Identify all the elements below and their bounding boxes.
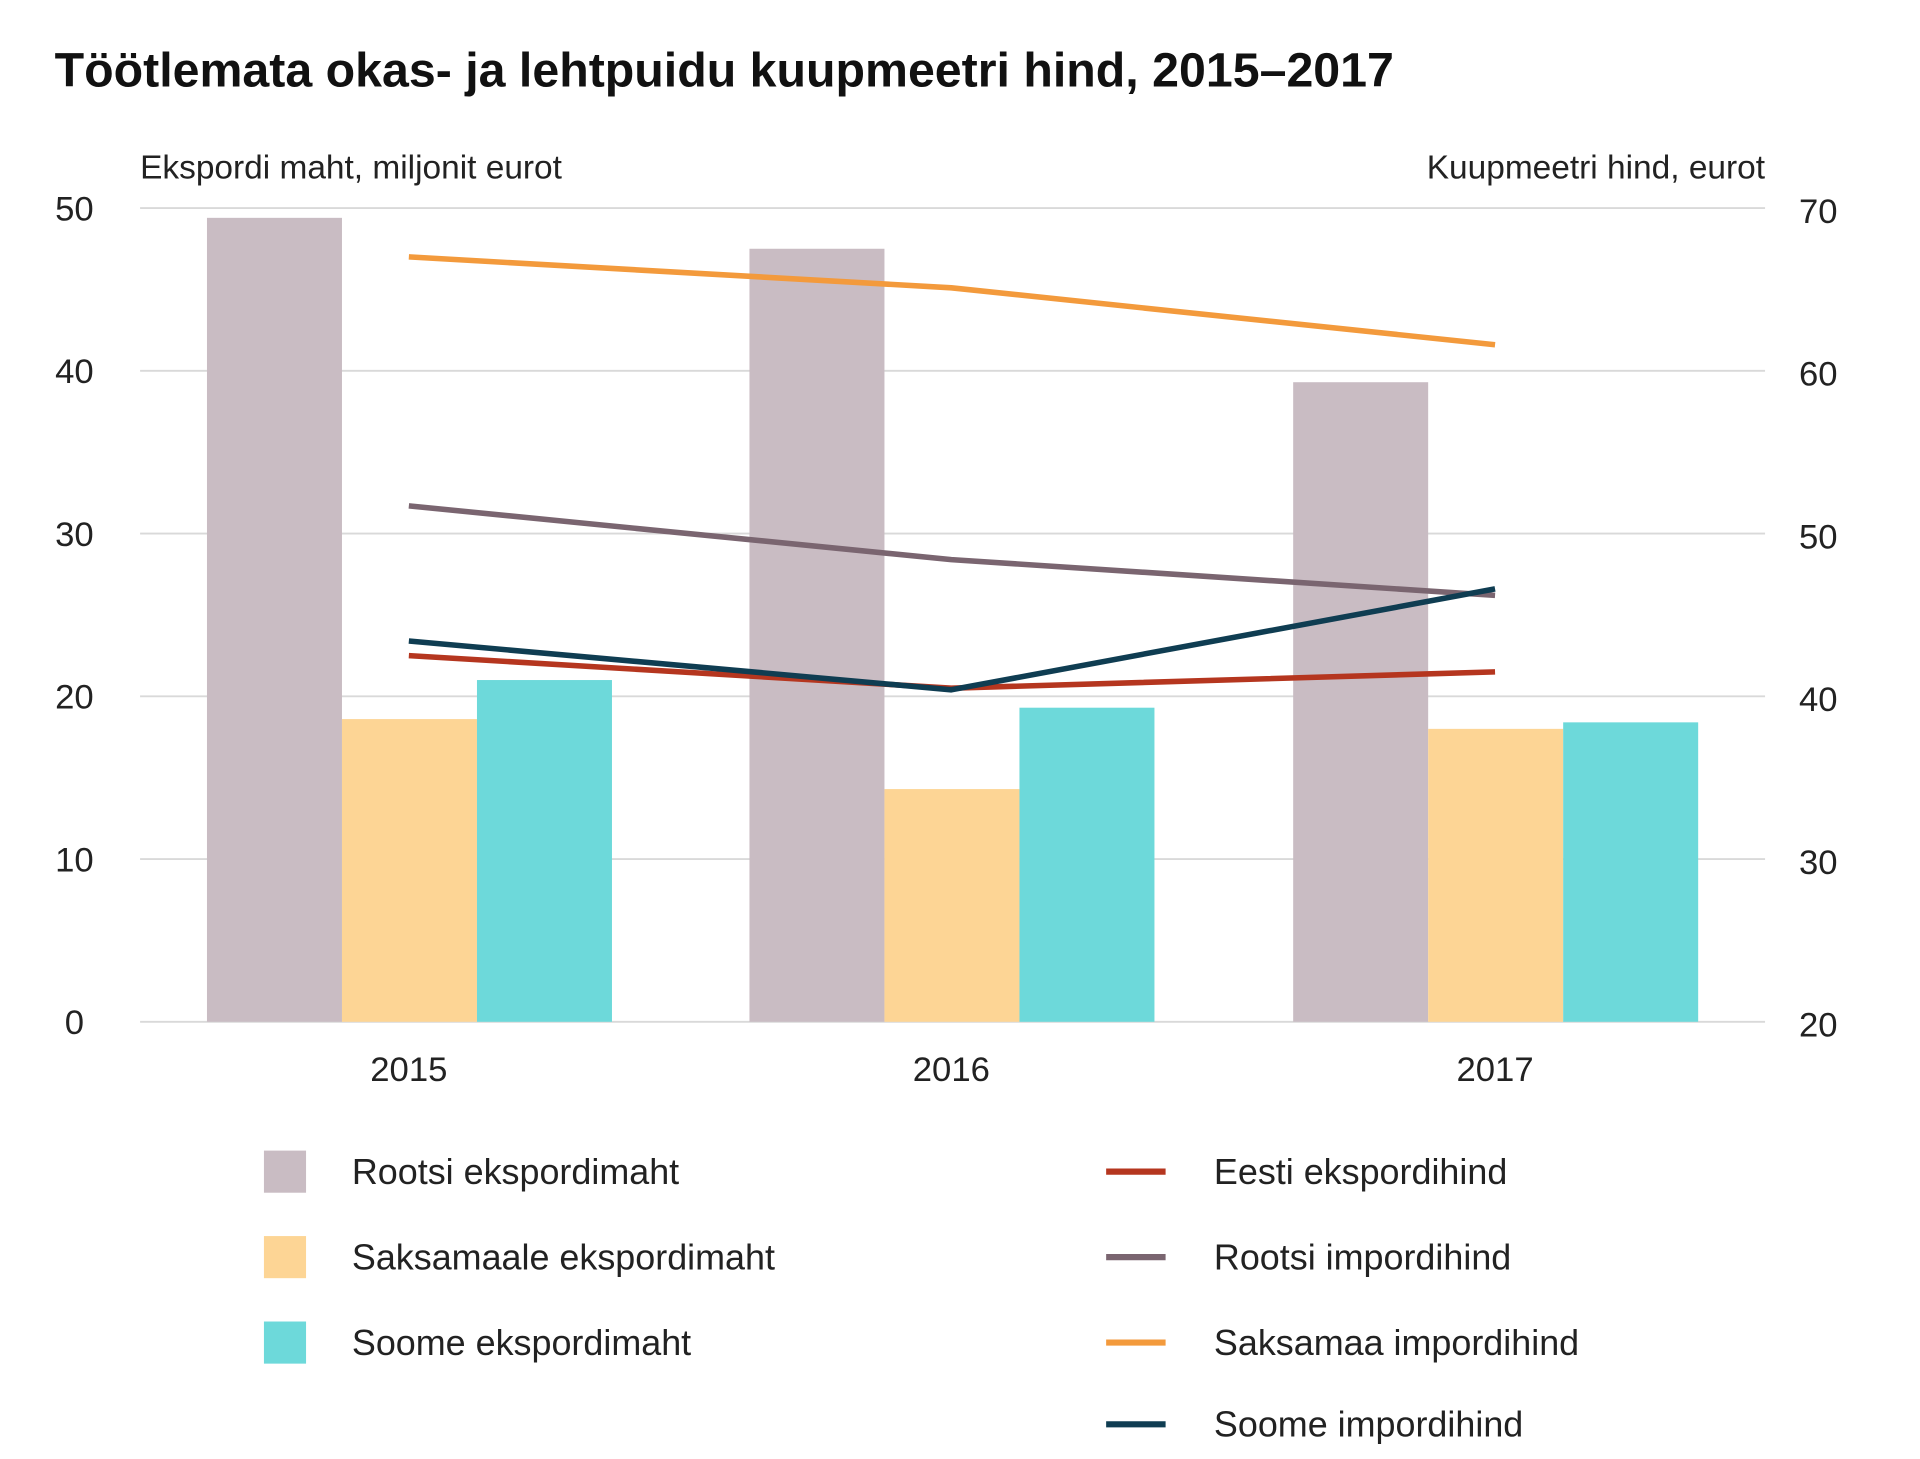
bar (341, 719, 477, 1022)
chart-title: Töötlemata okas- ja lehtpuidu kuupmeetri… (55, 44, 1394, 98)
lines (408, 254, 1496, 693)
y2-tick-label: 20 (1799, 1007, 1838, 1045)
y-tick-label: 30 (55, 516, 94, 554)
legend-swatch (263, 1236, 307, 1279)
tick-labels: 0 10 20 30 40 50 20 30 40 50 60 70 2015 2016 2017 (55, 190, 1837, 1089)
y-tick-label: 0 (65, 1004, 84, 1042)
bars (206, 217, 1699, 1022)
series-line (408, 586, 1496, 693)
y2-tick-label: 30 (1799, 844, 1838, 882)
legend-label: Soome ekspordimaht (352, 1322, 691, 1363)
y-tick-label: 10 (55, 841, 94, 879)
bar (476, 680, 612, 1022)
bar (749, 248, 885, 1022)
y-axis-label: Ekspordi maht, miljonit eurot (140, 149, 563, 186)
legend-swatch (263, 1321, 307, 1364)
bar (1019, 707, 1155, 1022)
x-tick-label: 2015 (370, 1051, 447, 1089)
legend-label: Eesti ekspordihind (1214, 1151, 1507, 1192)
bar (1293, 382, 1429, 1022)
legend-label: Saksamaa impordihind (1214, 1322, 1579, 1363)
series-line (408, 503, 1496, 599)
legend-label: Rootsi impordihind (1214, 1237, 1511, 1278)
y2-tick-label: 40 (1799, 681, 1838, 719)
legend-label: Soome impordihind (1214, 1404, 1523, 1445)
legend-label: Saksamaale ekspordimaht (352, 1237, 775, 1278)
series-line (408, 254, 1496, 348)
y2-tick-label: 50 (1799, 518, 1838, 556)
bar (206, 217, 342, 1022)
bar (1428, 728, 1564, 1022)
x-tick-label: 2017 (1456, 1051, 1533, 1089)
y2-tick-label: 60 (1799, 356, 1838, 394)
legend: Rootsi ekspordimaht Saksamaale ekspordima… (263, 1150, 1579, 1445)
x-tick-label: 2016 (913, 1051, 990, 1089)
y-tick-label: 50 (55, 190, 94, 228)
y2-tick-label: 70 (1799, 193, 1838, 231)
y2-axis-label: Kuupmeetri hind, eurot (1427, 149, 1766, 186)
legend-label: Rootsi ekspordimaht (352, 1151, 679, 1192)
y-tick-label: 20 (55, 679, 94, 717)
legend-swatch (263, 1150, 307, 1193)
y-tick-label: 40 (55, 353, 94, 391)
bar (1563, 722, 1699, 1022)
bar (884, 789, 1020, 1022)
